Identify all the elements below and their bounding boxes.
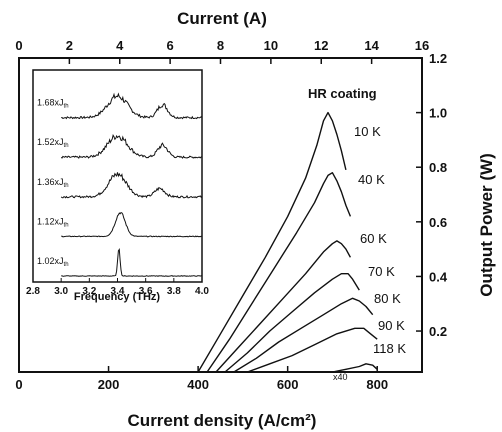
top-tick-label: 10 — [264, 38, 278, 53]
right-tick-label: 0.8 — [429, 160, 447, 175]
inset-spectrum — [61, 212, 202, 238]
series-line-70-k — [224, 273, 360, 373]
inset-spectrum — [61, 92, 203, 120]
inset-tick-label: 4.0 — [195, 286, 209, 297]
top-tick-label: 0 — [15, 38, 22, 53]
top-tick-label: 8 — [217, 38, 224, 53]
bottom-tick-label: 400 — [187, 377, 209, 392]
series-line-60-k — [215, 240, 352, 373]
bottom-tick-label: 200 — [98, 377, 120, 392]
inset-spectrum-label: 1.36xJth — [37, 177, 69, 189]
inset-tick-label: 3.0 — [54, 286, 68, 297]
top-tick-label: 16 — [415, 38, 429, 53]
series-label: 90 K — [378, 318, 405, 333]
series-label: 118 K — [373, 341, 406, 356]
inset-spectrum — [61, 248, 203, 277]
series-line-118-k — [332, 363, 378, 373]
inset-tick-label: 3.8 — [167, 286, 181, 297]
bottom-tick-label: 800 — [366, 377, 388, 392]
series-label: 80 K — [374, 291, 401, 306]
inset-tick-label: 2.8 — [26, 286, 40, 297]
bottom-axis-label: Current density (A/cm²) — [128, 411, 317, 430]
series-line-10-k — [197, 111, 347, 373]
main-layer: 0 200 400 600 800 0 2 4 6 8 10 12 14 16 0.2 0.4 0.6 0.8 1.… — [15, 38, 447, 392]
bottom-tick-label: 600 — [277, 377, 299, 392]
right-axis-label: Output Power (W) — [477, 153, 496, 297]
bottom-tick-label: 0 — [15, 377, 22, 392]
inset-spectrum-label: 1.68xJth — [37, 98, 69, 110]
series-line-40-k — [206, 172, 352, 373]
series-label: 40 K — [358, 172, 385, 187]
inset-spectrum — [60, 172, 203, 199]
top-axis-label: Current (A) — [177, 9, 267, 28]
right-tick-label: 0.4 — [429, 269, 448, 284]
series-line-80-k — [233, 297, 374, 373]
annotation-hr-coating: HR coating — [308, 86, 377, 101]
inset-frame — [32, 69, 203, 283]
top-tick-label: 2 — [66, 38, 73, 53]
series-scale-label: x40 — [333, 372, 348, 382]
series-label: 10 K — [354, 124, 381, 139]
right-tick-label: 0.2 — [429, 324, 447, 339]
inset-spectrum — [60, 134, 203, 159]
top-tick-label: 14 — [364, 38, 379, 53]
inset-x-axis-label: Frequency (THz) — [74, 291, 161, 303]
inset-tick-label: 3.4 — [111, 286, 125, 297]
inset-spectrum-label: 1.02xJth — [37, 256, 69, 268]
inset-spectrum-label: 1.52xJth — [37, 137, 69, 149]
inset-tick-label: 3.6 — [139, 286, 153, 297]
inset-layer: 2.8 3.0 3.2 3.4 3.6 3.8 4.0 1.68xJth 1.52xJth 1.3… — [26, 92, 209, 297]
series-label: 60 K — [360, 231, 387, 246]
top-tick-label: 12 — [314, 38, 328, 53]
inset-tick-label: 3.2 — [82, 286, 96, 297]
top-tick-label: 6 — [167, 38, 174, 53]
right-tick-label: 1.2 — [429, 51, 447, 66]
top-tick-label: 4 — [116, 38, 124, 53]
series-label: 70 K — [368, 264, 395, 279]
inset-spectrum-label: 1.12xJth — [37, 216, 69, 228]
series-line-90-k — [247, 327, 378, 373]
right-tick-label: 1.0 — [429, 106, 447, 121]
right-tick-label: 0.6 — [429, 215, 447, 230]
